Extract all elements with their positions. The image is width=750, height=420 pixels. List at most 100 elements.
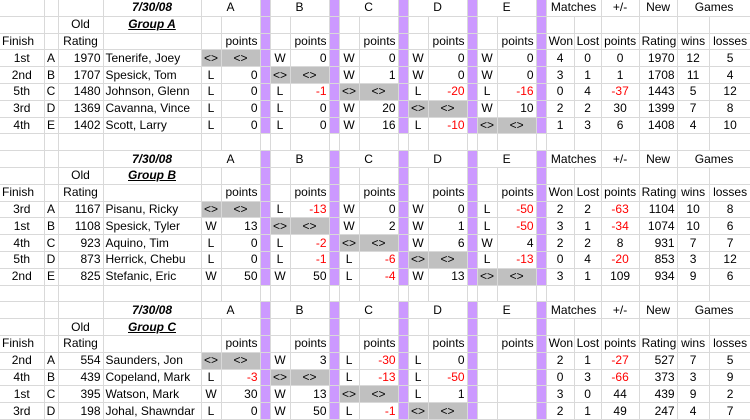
lost-cell[interactable]: 4 bbox=[574, 251, 602, 269]
result-cell[interactable]: W bbox=[270, 385, 291, 404]
result-cell[interactable]: <> bbox=[408, 402, 429, 420]
points-cell[interactable]: 4 bbox=[497, 234, 537, 252]
seed-cell[interactable]: E bbox=[44, 117, 59, 135]
cell[interactable] bbox=[201, 16, 222, 34]
opponent-header-c[interactable]: C bbox=[339, 150, 399, 168]
rating-header[interactable]: Rating bbox=[58, 184, 104, 202]
result-cell[interactable]: L bbox=[408, 369, 429, 387]
divider[interactable] bbox=[260, 117, 271, 135]
divider[interactable] bbox=[329, 0, 340, 17]
wins-cell[interactable]: 4 bbox=[677, 117, 710, 135]
wins-cell[interactable]: 7 bbox=[677, 352, 710, 370]
result-cell[interactable]: <> bbox=[477, 268, 498, 286]
player-name-cell[interactable]: Watson, Mark bbox=[103, 385, 202, 404]
cell[interactable] bbox=[270, 33, 291, 51]
divider[interactable] bbox=[467, 184, 478, 202]
old-rating-cell[interactable]: 1402 bbox=[58, 117, 104, 135]
old-rating-cell[interactable]: 1369 bbox=[58, 100, 104, 118]
result-cell[interactable]: W bbox=[408, 268, 429, 286]
cell[interactable] bbox=[201, 33, 222, 51]
divider[interactable] bbox=[398, 201, 409, 219]
rating-header[interactable]: Rating bbox=[58, 33, 104, 51]
points-header[interactable]: points bbox=[428, 184, 468, 202]
won-cell[interactable]: 3 bbox=[546, 385, 575, 404]
points-cell[interactable]: 0 bbox=[221, 83, 261, 101]
pm-cell[interactable]: 44 bbox=[601, 385, 640, 404]
player-name-cell[interactable]: Aquino, Tim bbox=[103, 234, 202, 252]
result-cell[interactable]: <> bbox=[408, 251, 429, 269]
cell[interactable] bbox=[44, 335, 59, 353]
divider[interactable] bbox=[398, 33, 409, 51]
divider[interactable] bbox=[398, 402, 409, 420]
divider[interactable] bbox=[260, 234, 271, 252]
divider[interactable] bbox=[329, 318, 340, 336]
points-cell[interactable]: 13 bbox=[290, 385, 330, 404]
new-rating-cell[interactable]: 1443 bbox=[639, 83, 678, 101]
result-cell[interactable]: W bbox=[339, 49, 360, 68]
cell[interactable] bbox=[497, 16, 537, 34]
cell[interactable] bbox=[709, 133, 750, 152]
points-header[interactable]: points bbox=[428, 335, 468, 353]
cell[interactable] bbox=[408, 133, 429, 152]
result-cell[interactable]: L bbox=[339, 268, 360, 286]
divider[interactable] bbox=[467, 16, 478, 34]
new-rating-header[interactable]: Rating bbox=[639, 335, 678, 353]
player-name-cell[interactable]: Johnson, Glenn bbox=[103, 83, 202, 101]
cell[interactable] bbox=[601, 167, 640, 185]
divider[interactable] bbox=[398, 100, 409, 118]
cell[interactable] bbox=[477, 402, 498, 420]
pm-cell[interactable]: 30 bbox=[601, 100, 640, 118]
player-name-cell[interactable]: Cavanna, Vince bbox=[103, 100, 202, 118]
result-cell[interactable]: W bbox=[477, 66, 498, 84]
lost-cell[interactable]: 1 bbox=[574, 217, 602, 236]
divider[interactable] bbox=[467, 167, 478, 185]
wins-cell[interactable]: 11 bbox=[677, 66, 710, 84]
cell[interactable] bbox=[44, 133, 59, 152]
cell[interactable] bbox=[497, 133, 537, 152]
losses-header[interactable]: losses bbox=[709, 335, 750, 353]
divider[interactable] bbox=[398, 352, 409, 370]
cell[interactable] bbox=[270, 16, 291, 34]
cell[interactable] bbox=[329, 285, 340, 303]
result-cell[interactable]: W bbox=[477, 49, 498, 68]
old-rating-cell[interactable]: 439 bbox=[58, 369, 104, 387]
cell[interactable] bbox=[44, 33, 59, 51]
result-cell[interactable]: L bbox=[201, 369, 222, 387]
finish-header[interactable]: Finish bbox=[0, 335, 45, 353]
divider[interactable] bbox=[329, 352, 340, 370]
wins-cell[interactable]: 12 bbox=[677, 49, 710, 68]
cell[interactable] bbox=[574, 133, 602, 152]
points-cell[interactable]: -1 bbox=[359, 402, 399, 420]
cell[interactable] bbox=[270, 285, 291, 303]
result-cell[interactable]: W bbox=[339, 201, 360, 219]
new-rating-cell[interactable]: 527 bbox=[639, 352, 678, 370]
cell[interactable] bbox=[221, 318, 261, 336]
player-name-cell[interactable]: Saunders, Jon bbox=[103, 352, 202, 370]
old-header[interactable]: Old bbox=[58, 16, 104, 34]
cell[interactable] bbox=[408, 285, 429, 303]
opponent-header-a[interactable]: A bbox=[201, 150, 261, 168]
divider[interactable] bbox=[536, 167, 547, 185]
divider[interactable] bbox=[329, 167, 340, 185]
pm-header[interactable]: +/- bbox=[601, 0, 640, 17]
points-cell[interactable]: 0 bbox=[359, 49, 399, 68]
cell[interactable] bbox=[329, 133, 340, 152]
divider[interactable] bbox=[329, 369, 340, 387]
finish-cell[interactable]: 5th bbox=[0, 251, 45, 269]
points-cell[interactable]: <> bbox=[359, 385, 399, 404]
points-cell[interactable]: -13 bbox=[290, 201, 330, 219]
cell[interactable] bbox=[260, 285, 271, 303]
losses-cell[interactable]: 8 bbox=[709, 201, 750, 219]
old-rating-cell[interactable]: 1707 bbox=[58, 66, 104, 84]
date-label[interactable]: 7/30/08 bbox=[103, 0, 202, 17]
divider[interactable] bbox=[467, 217, 478, 236]
cell[interactable] bbox=[290, 16, 330, 34]
pm-points-header[interactable]: points bbox=[601, 33, 640, 51]
divider[interactable] bbox=[536, 66, 547, 84]
old-rating-cell[interactable]: 923 bbox=[58, 234, 104, 252]
cell[interactable] bbox=[408, 184, 429, 202]
pm-header[interactable]: +/- bbox=[601, 301, 640, 320]
won-cell[interactable]: 3 bbox=[546, 217, 575, 236]
divider[interactable] bbox=[467, 318, 478, 336]
divider[interactable] bbox=[536, 33, 547, 51]
